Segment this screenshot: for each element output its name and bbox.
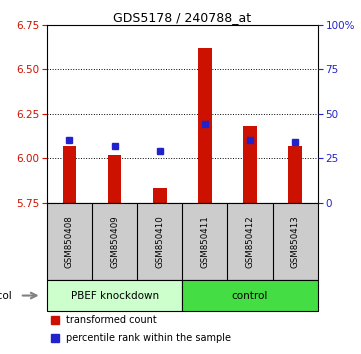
Text: GSM850408: GSM850408: [65, 215, 74, 268]
Text: PBEF knockdown: PBEF knockdown: [70, 291, 159, 301]
Bar: [153, 188, 166, 202]
Bar: [108, 155, 121, 202]
Text: percentile rank within the sample: percentile rank within the sample: [66, 333, 231, 343]
Bar: [63, 145, 76, 202]
Text: GSM850412: GSM850412: [245, 215, 255, 268]
Text: protocol: protocol: [0, 291, 12, 301]
Bar: [47, 280, 182, 311]
Bar: [198, 48, 212, 202]
Title: GDS5178 / 240788_at: GDS5178 / 240788_at: [113, 11, 251, 24]
Text: control: control: [232, 291, 268, 301]
Text: GSM850409: GSM850409: [110, 215, 119, 268]
Bar: [243, 126, 257, 202]
Text: transformed count: transformed count: [66, 315, 157, 325]
Text: GSM850413: GSM850413: [291, 215, 300, 268]
Text: GSM850411: GSM850411: [200, 215, 209, 268]
Text: GSM850410: GSM850410: [155, 215, 164, 268]
Bar: [288, 145, 302, 202]
Bar: [182, 280, 318, 311]
